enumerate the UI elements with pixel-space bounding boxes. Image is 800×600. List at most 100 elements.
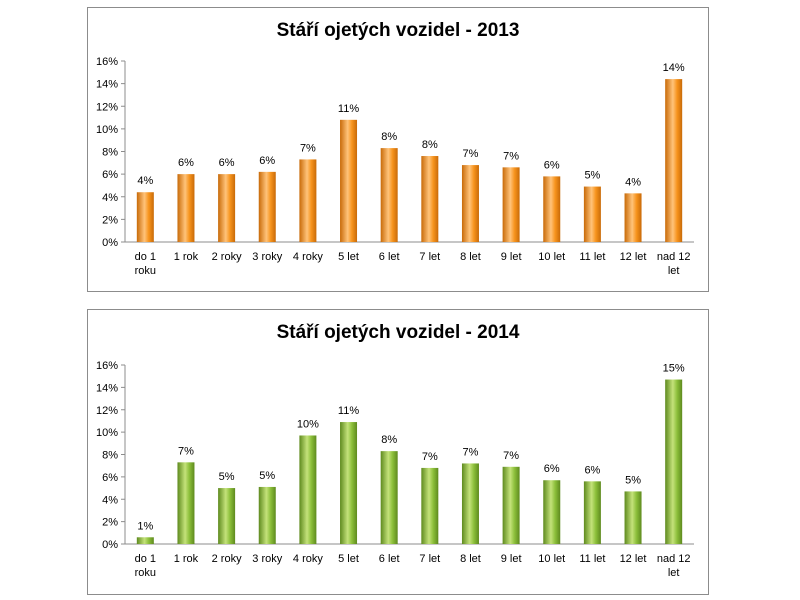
data-label: 15% — [663, 363, 685, 375]
x-tick-label: 8 let — [460, 553, 481, 565]
data-label: 4% — [137, 175, 153, 187]
x-tick-label: 10 let — [538, 251, 565, 263]
bar — [258, 486, 276, 544]
y-tick-label: 4% — [102, 494, 118, 506]
y-tick-label: 10% — [96, 124, 118, 136]
x-tick-label: 4 roky — [293, 553, 323, 565]
data-label: 7% — [503, 150, 519, 162]
chart-panel-2014: Stáří ojetých vozidel - 2014 0% 2% 4% 6% 8% 1… — [87, 309, 709, 595]
x-tick-label: 12 let — [620, 553, 647, 565]
data-label: 8% — [422, 139, 438, 151]
x-tick-label: 1 rok — [174, 251, 199, 263]
x-tick-label: 5 let — [338, 251, 359, 263]
bar — [665, 379, 683, 544]
bar — [665, 79, 683, 242]
x-tick-label: 3 roky — [252, 553, 282, 565]
bar — [624, 491, 642, 544]
bar — [543, 480, 561, 544]
data-label: 11% — [338, 103, 359, 115]
data-label: 7% — [178, 445, 194, 457]
x-tick-label: 4 roky — [293, 251, 323, 263]
chart-panel-2013: Stáří ojetých vozidel - 2013 0% 2% 4% 6% 8% 1… — [87, 7, 709, 292]
data-label: 5% — [625, 474, 641, 486]
data-label: 1% — [137, 520, 153, 532]
x-tick-label: nad 12 let — [657, 251, 691, 277]
x-tick-label: 3 roky — [252, 251, 282, 263]
bar — [340, 422, 358, 544]
data-label: 6% — [544, 159, 560, 171]
y-tick-label: 2% — [102, 517, 118, 529]
y-tick-label: 8% — [102, 450, 118, 462]
bar — [218, 174, 236, 242]
chart-title: Stáří ojetých vozidel - 2013 — [276, 20, 520, 41]
data-label: 6% — [584, 464, 600, 476]
bar — [380, 148, 398, 242]
data-label: 8% — [381, 131, 397, 143]
y-tick-label: 16% — [96, 56, 118, 68]
data-label: 14% — [663, 62, 685, 74]
y-tick-label: 8% — [102, 147, 118, 159]
y-tick-label: 12% — [96, 405, 118, 417]
x-tick-label: 10 let — [538, 553, 565, 565]
bar — [177, 462, 195, 544]
data-label: 8% — [381, 434, 397, 446]
x-tick-label: 1 rok — [174, 553, 199, 565]
bar — [502, 466, 520, 544]
bar-chart-2014: 0% 2% 4% 6% 8% 10% 12% 14% 16% 1% do 1 roku 7% 1 rok 5… — [96, 360, 694, 579]
x-tick-label: 9 let — [501, 553, 522, 565]
x-tick-label: 11 let — [579, 251, 605, 263]
data-label: 7% — [422, 451, 438, 463]
y-tick-label: 4% — [102, 192, 118, 204]
x-tick-label: 6 let — [379, 553, 400, 565]
bar — [624, 193, 642, 242]
y-tick-label: 2% — [102, 214, 118, 226]
bar — [340, 119, 358, 242]
bar — [299, 435, 317, 544]
y-tick-label: 0% — [102, 237, 118, 249]
y-tick-label: 14% — [96, 79, 118, 91]
x-tick-label: do 1 roku — [135, 553, 156, 579]
bar — [543, 176, 561, 242]
data-label: 5% — [259, 470, 275, 482]
y-tick-label: 16% — [96, 360, 118, 372]
x-tick-label: 6 let — [379, 251, 400, 263]
y-tick-label: 14% — [96, 382, 118, 394]
y-tick-label: 6% — [102, 472, 118, 484]
data-label: 6% — [259, 155, 275, 167]
x-tick-label: 9 let — [501, 251, 522, 263]
x-tick-label: 7 let — [419, 553, 440, 565]
x-tick-label: 12 let — [620, 251, 647, 263]
data-label: 6% — [544, 463, 560, 475]
data-label: 5% — [584, 170, 600, 182]
data-label: 6% — [178, 157, 194, 169]
x-tick-label: do 1 roku — [135, 251, 156, 277]
x-tick-label: 5 let — [338, 553, 359, 565]
data-label: 4% — [625, 176, 641, 188]
bar — [421, 467, 439, 544]
bar — [299, 159, 317, 242]
data-label: 11% — [338, 405, 359, 417]
y-tick-label: 0% — [102, 539, 118, 551]
bar — [177, 174, 195, 242]
x-tick-label: 7 let — [419, 251, 440, 263]
y-tick-label: 6% — [102, 169, 118, 181]
data-label: 7% — [463, 446, 479, 458]
x-tick-label: 11 let — [579, 553, 605, 565]
bar — [136, 537, 154, 544]
data-label: 5% — [219, 471, 235, 483]
x-tick-label: 2 roky — [212, 251, 242, 263]
data-label: 6% — [219, 157, 235, 169]
data-label: 7% — [300, 142, 316, 154]
data-label: 10% — [297, 418, 319, 430]
bar — [502, 167, 520, 242]
y-tick-label: 12% — [96, 101, 118, 113]
bar — [583, 481, 601, 544]
bar — [258, 171, 276, 242]
bar — [583, 186, 601, 242]
bar — [218, 488, 236, 544]
bar — [461, 463, 479, 544]
x-tick-label: 8 let — [460, 251, 481, 263]
x-tick-label: nad 12 let — [657, 553, 691, 579]
bar — [421, 156, 439, 242]
y-tick-label: 10% — [96, 427, 118, 439]
